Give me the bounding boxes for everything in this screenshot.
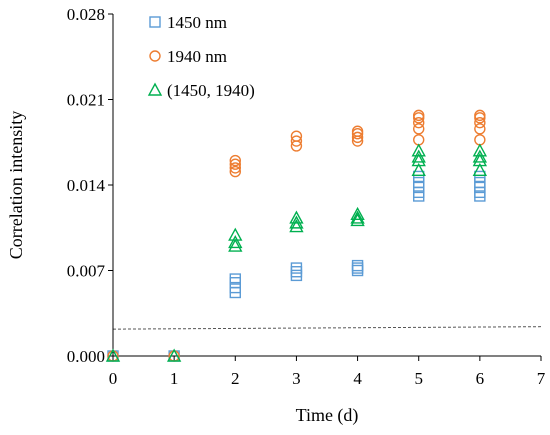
- data-point: [229, 273, 241, 285]
- data-point: [229, 165, 241, 178]
- data-point: [413, 123, 425, 135]
- y-tick-label: 0.028: [67, 5, 105, 24]
- data-point: [413, 109, 425, 122]
- data-point: [229, 154, 241, 167]
- data-point: [413, 117, 425, 129]
- x-tick-label: 3: [292, 369, 301, 388]
- y-tick-label: 0.021: [67, 91, 105, 110]
- data-point: [228, 234, 243, 249]
- data-point: [474, 170, 486, 183]
- data-point: [290, 269, 303, 282]
- x-tick-label: 4: [353, 369, 362, 388]
- data-point: [228, 227, 243, 241]
- x-tick-label: 7: [537, 369, 546, 388]
- x-tick-label: 5: [414, 369, 423, 388]
- data-point: [413, 176, 425, 189]
- legend-label: (1450, 1940): [167, 81, 255, 100]
- points-layer: [105, 109, 488, 362]
- data-point: [166, 348, 182, 362]
- data-point: [413, 170, 425, 183]
- series-triangle: [105, 143, 488, 362]
- data-point: [290, 135, 303, 147]
- data-point: [474, 109, 486, 122]
- data-point: [413, 134, 425, 146]
- data-point: [411, 162, 426, 177]
- legend-marker-triangle: [147, 82, 163, 96]
- x-tick-label: 0: [109, 369, 118, 388]
- data-point: [474, 176, 486, 189]
- legend: 1450 nm 1940 nm (1450, 1940): [147, 13, 255, 100]
- data-point: [411, 143, 426, 157]
- threshold-layer: [112, 326, 542, 330]
- data-point: [289, 210, 304, 224]
- data-point: [411, 153, 426, 167]
- data-point: [351, 125, 364, 137]
- data-point: [290, 130, 303, 142]
- y-tick-label: 0.014: [67, 176, 106, 195]
- y-tick-label: 0.000: [67, 347, 105, 366]
- data-point: [228, 238, 243, 252]
- data-point: [229, 158, 241, 170]
- data-point: [472, 162, 488, 177]
- x-axis-title: Time (d): [296, 405, 359, 426]
- data-point: [229, 162, 241, 174]
- legend-label: 1940 nm: [167, 47, 227, 66]
- threshold-dashed-line: [112, 326, 542, 330]
- data-point: [350, 210, 365, 224]
- x-tick-label: 2: [231, 369, 240, 388]
- legend-label: 1450 nm: [167, 13, 227, 32]
- series-circle: [107, 109, 486, 362]
- data-point: [105, 348, 121, 362]
- x-tick-label: 1: [170, 369, 179, 388]
- axes-layer: 0.000 0.007 0.014 0.021 0.028 0 1 2 3 4 5 6 7: [67, 5, 546, 388]
- data-point: [474, 123, 486, 135]
- y-tick-label: 0.007: [67, 262, 106, 281]
- y-axis-title: Correlation intensity: [6, 111, 26, 259]
- data-point: [350, 206, 365, 221]
- data-point: [472, 143, 488, 157]
- legend-marker-square: [149, 16, 161, 28]
- data-point: [351, 259, 364, 272]
- data-point: [289, 219, 304, 233]
- data-point: [474, 134, 486, 146]
- data-point: [472, 153, 488, 167]
- data-point: [351, 262, 364, 274]
- series-square: [107, 170, 486, 362]
- data-point: [351, 131, 364, 144]
- data-point: [290, 266, 303, 278]
- legend-marker-circle: [149, 50, 161, 62]
- x-tick-label: 6: [476, 369, 485, 388]
- data-point: [290, 262, 303, 274]
- data-point: [474, 117, 486, 129]
